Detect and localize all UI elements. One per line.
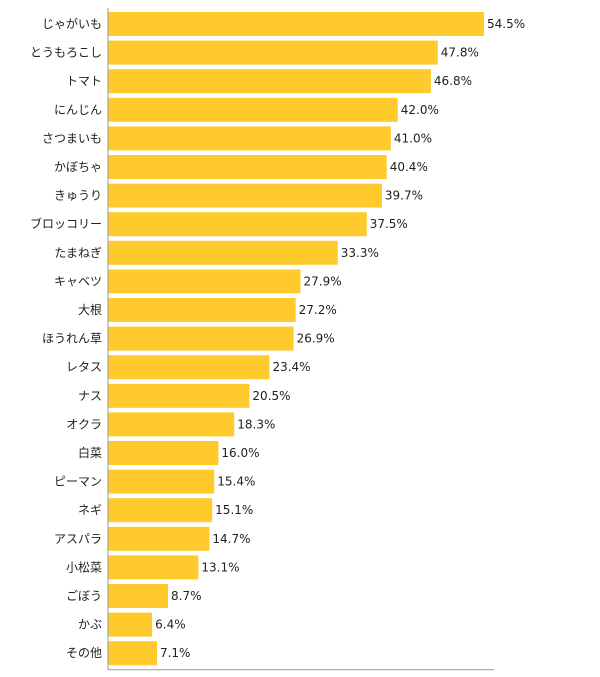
category-label: とうもろこし xyxy=(30,46,102,60)
category-label: にんじん xyxy=(54,103,102,117)
value-label: 18.3% xyxy=(237,417,275,431)
value-label: 23.4% xyxy=(272,360,310,374)
value-label: 15.4% xyxy=(217,475,255,489)
bar xyxy=(108,355,270,380)
value-label: 37.5% xyxy=(370,217,408,231)
value-label: 6.4% xyxy=(155,618,186,632)
bar xyxy=(108,498,213,523)
bar xyxy=(108,584,169,608)
value-label: 27.2% xyxy=(299,303,337,317)
category-label: オクラ xyxy=(66,417,102,431)
value-label: 42.0% xyxy=(401,103,439,117)
bar xyxy=(108,412,235,437)
bar xyxy=(108,612,153,637)
value-label: 13.1% xyxy=(201,560,239,574)
category-label: ごぼう xyxy=(66,588,102,603)
category-label: きゅうり xyxy=(54,189,102,203)
category-label: じゃがいも xyxy=(42,16,102,31)
value-label: 47.8% xyxy=(441,46,479,60)
category-label: ブロッコリー xyxy=(30,216,102,231)
category-label: 白菜 xyxy=(78,445,102,460)
bar xyxy=(108,183,382,208)
category-label: さつまいも xyxy=(42,131,102,145)
bar xyxy=(108,40,438,65)
value-label: 54.5% xyxy=(487,17,525,31)
category-label: 大根 xyxy=(78,303,102,317)
bar xyxy=(108,12,484,36)
bar xyxy=(108,441,219,465)
value-label: 14.7% xyxy=(212,532,250,546)
bar xyxy=(108,269,301,294)
value-label: 15.1% xyxy=(215,503,253,517)
value-label: 26.9% xyxy=(297,332,335,346)
bar xyxy=(108,126,391,151)
category-label: かぼちゃ xyxy=(54,160,102,174)
category-label: レタス xyxy=(66,360,102,374)
value-label: 16.0% xyxy=(221,446,259,460)
bar xyxy=(108,155,387,179)
category-label: 小松菜 xyxy=(66,560,102,574)
category-label: アスパラ xyxy=(54,532,102,546)
bar xyxy=(108,641,157,666)
bar xyxy=(108,212,367,237)
value-label: 8.7% xyxy=(171,589,202,603)
bar xyxy=(108,469,215,494)
value-label: 46.8% xyxy=(434,74,472,88)
category-labels-group: じゃがいもとうもろこしトマトにんじんさつまいもかぼちゃきゅうりブロッコリーたまね… xyxy=(30,16,102,660)
value-label: 33.3% xyxy=(341,246,379,260)
value-labels-group: 54.5% 47.8% 46.8% 42.0% 41.0% 40.4% 39.7% 37.5%… xyxy=(155,17,525,660)
bar xyxy=(108,97,398,122)
bar xyxy=(108,326,294,351)
category-label: かぶ xyxy=(78,618,102,632)
category-label: キャベツ xyxy=(54,274,102,288)
category-label: ほうれん草 xyxy=(42,332,102,346)
value-label: 39.7% xyxy=(385,189,423,203)
category-label: トマト xyxy=(66,74,102,88)
category-label: ピーマン xyxy=(54,475,102,489)
category-label: たまねぎ xyxy=(54,246,102,260)
category-label: その他 xyxy=(66,646,102,660)
value-label: 40.4% xyxy=(390,160,428,174)
bar xyxy=(108,555,199,580)
value-label: 41.0% xyxy=(394,131,432,145)
bar xyxy=(108,240,338,265)
bar xyxy=(108,298,296,322)
bar xyxy=(108,383,250,408)
value-label: 20.5% xyxy=(252,389,290,403)
bar xyxy=(108,526,210,551)
category-label: ナス xyxy=(78,389,102,403)
bar xyxy=(108,69,431,94)
category-label: ネギ xyxy=(78,503,102,517)
value-label: 7.1% xyxy=(160,646,191,660)
value-label: 27.9% xyxy=(303,274,341,288)
bars-group xyxy=(108,12,484,666)
